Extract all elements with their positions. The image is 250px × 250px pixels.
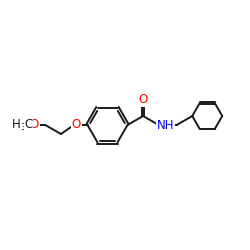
Text: O: O xyxy=(30,118,39,132)
Text: H: H xyxy=(12,118,20,132)
Text: 3: 3 xyxy=(20,123,26,132)
Text: NH: NH xyxy=(157,119,174,132)
Text: O: O xyxy=(72,118,81,132)
Text: C: C xyxy=(25,118,33,132)
Text: O: O xyxy=(138,93,148,106)
